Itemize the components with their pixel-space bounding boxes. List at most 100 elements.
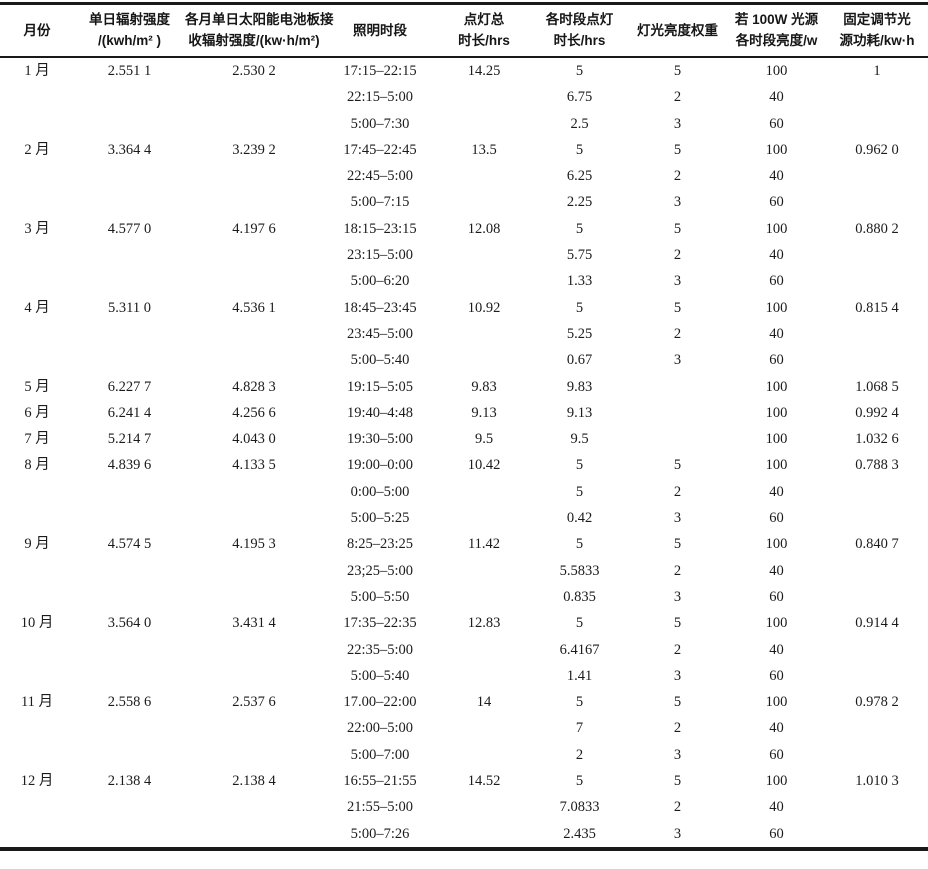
brightness-weight-cell: 3 xyxy=(673,194,682,211)
table-row: 5:00–5:40 0.67 3 60 xyxy=(0,347,928,373)
brightness-cell: 100 xyxy=(765,141,788,158)
table-row: 23:15–5:00 5.75 2 40 xyxy=(0,242,928,268)
table-row: 5:00–7:15 2.25 3 60 xyxy=(0,189,928,215)
period-duration-cell: 6.25 xyxy=(566,168,593,185)
panel-radiation-cell: 4.197 6 xyxy=(232,220,276,237)
table-row: 9 月 4.574 5 4.195 3 8:25–23:25 11.42 5 5 100 0.8… xyxy=(0,531,928,557)
period-duration-cell: 5.5833 xyxy=(559,562,600,579)
fixed-power-cell: 1.010 3 xyxy=(855,773,899,790)
daily-radiation-cell: 4.574 5 xyxy=(107,536,152,553)
lighting-period-cell: 5:00–7:30 xyxy=(350,115,410,132)
month-cell: 9 月 xyxy=(24,536,50,553)
table-row: 21:55–5:00 7.0833 2 40 xyxy=(0,794,928,820)
total-hours-cell: 10.92 xyxy=(467,299,501,316)
lighting-period-cell: 23;25–5:00 xyxy=(346,562,414,579)
fixed-power-cell: 0.992 4 xyxy=(855,404,899,421)
panel-radiation-cell: 2.530 2 xyxy=(232,63,276,79)
fixed-power-cell: 0.914 4 xyxy=(855,615,899,632)
period-duration-cell: 5 xyxy=(575,63,584,79)
fixed-power-cell: 0.840 7 xyxy=(855,536,899,553)
lighting-period-cell: 0:00–5:00 xyxy=(350,483,410,500)
period-duration-cell: 2.25 xyxy=(566,194,593,211)
brightness-weight-cell: 2 xyxy=(673,89,682,106)
column-header-line: 点灯总 xyxy=(463,12,505,27)
brightness-weight-cell: 5 xyxy=(673,63,682,79)
month-cell: 8 月 xyxy=(24,457,50,474)
period-duration-cell: 9.83 xyxy=(566,378,593,395)
period-duration-cell: 9.13 xyxy=(566,404,593,421)
month-cell: 12 月 xyxy=(20,773,54,790)
brightness-weight-cell: 3 xyxy=(673,588,682,605)
brightness-weight-cell xyxy=(628,400,727,426)
daily-radiation-cell: 3.564 0 xyxy=(107,615,152,632)
solar-lighting-table: 月份 单日辐射强度 /(kwh/m² ) 各月单日太阳能电池板接 收辐射强度/(kw·h… xyxy=(0,2,928,851)
panel-radiation-cell: 4.828 3 xyxy=(232,378,276,395)
panel-radiation-cell: 2.537 6 xyxy=(232,694,276,711)
total-hours-cell: 12.83 xyxy=(467,615,501,632)
brightness-weight-cell: 2 xyxy=(673,325,682,342)
fixed-power-cell: 0.880 2 xyxy=(855,220,899,237)
lighting-period-cell: 19:30–5:00 xyxy=(346,431,414,448)
brightness-cell: 40 xyxy=(769,799,784,816)
table-row: 5:00–5:50 0.835 3 60 xyxy=(0,584,928,610)
lighting-period-cell: 19:15–5:05 xyxy=(346,378,414,395)
brightness-weight-cell: 5 xyxy=(673,457,682,474)
column-header: 固定调节光源功耗/kw·h xyxy=(826,3,928,58)
period-duration-cell: 5 xyxy=(575,536,584,553)
period-duration-cell: 2.5 xyxy=(570,115,589,132)
brightness-weight-cell: 5 xyxy=(673,773,682,790)
table-row: 12 月 2.138 4 2.138 4 16:55–21:55 14.52 5 5 100 1… xyxy=(0,768,928,794)
month-cell: 4 月 xyxy=(24,299,50,316)
fixed-power-cell: 0.978 2 xyxy=(855,694,899,711)
lighting-period-cell: 5:00–7:15 xyxy=(350,194,410,211)
column-header-line: 照明时段 xyxy=(353,22,407,38)
brightness-cell: 100 xyxy=(765,457,788,474)
lighting-period-cell: 18:45–23:45 xyxy=(343,299,417,316)
table-header: 月份 单日辐射强度 /(kwh/m² ) 各月单日太阳能电池板接 收辐射强度/(kw·h… xyxy=(0,3,928,58)
total-hours-cell: 14.52 xyxy=(467,773,501,790)
total-hours-cell: 12.08 xyxy=(467,220,501,237)
daily-radiation-cell: 5.311 0 xyxy=(108,299,151,316)
table-row: 22:00–5:00 7 2 40 xyxy=(0,715,928,741)
daily-radiation-cell: 2.558 6 xyxy=(107,694,152,711)
period-duration-cell: 5 xyxy=(575,694,584,711)
daily-radiation-cell: 4.839 6 xyxy=(107,457,152,474)
column-header-line: 各时段点灯 xyxy=(545,12,614,27)
column-header-line: 源功耗/kw·h xyxy=(839,33,915,48)
daily-radiation-cell: 2.138 4 xyxy=(107,773,152,790)
table-row: 10 月 3.564 0 3.431 4 17:35–22:35 12.83 5 5 100 0… xyxy=(0,610,928,636)
period-duration-cell: 6.75 xyxy=(566,89,593,106)
total-hours-cell: 11.42 xyxy=(467,536,501,553)
brightness-cell: 40 xyxy=(769,325,784,342)
brightness-weight-cell: 2 xyxy=(673,799,682,816)
table-row: 5:00–7:00 2 3 60 xyxy=(0,742,928,768)
table-row: 5:00–6:20 1.33 3 60 xyxy=(0,268,928,294)
column-header: 点灯总 时长/hrs xyxy=(437,3,531,58)
panel-radiation-cell: 4.133 5 xyxy=(232,457,276,474)
table-body: 1 月 2.551 1 2.530 2 17:15–22:15 14.25 5 5 100 1 2… xyxy=(0,57,928,849)
month-cell: 10 月 xyxy=(20,615,54,632)
table-row: 5:00–7:26 2.435 3 60 xyxy=(0,821,928,849)
daily-radiation-cell: 3.364 4 xyxy=(107,141,152,158)
panel-radiation-cell: 2.138 4 xyxy=(232,773,276,790)
brightness-cell: 60 xyxy=(769,746,784,763)
brightness-weight-cell: 2 xyxy=(673,641,682,658)
table-row: 5:00–5:25 0.42 3 60 xyxy=(0,505,928,531)
brightness-cell: 100 xyxy=(765,63,788,79)
lighting-period-cell: 17:35–22:35 xyxy=(343,615,417,632)
brightness-weight-cell: 2 xyxy=(673,483,682,500)
column-header-line: 固定调节光 xyxy=(843,12,911,27)
lighting-period-cell: 19:40–4:48 xyxy=(346,404,414,421)
lighting-period-cell: 5:00–7:00 xyxy=(350,746,410,763)
brightness-weight-cell: 3 xyxy=(673,667,682,684)
fixed-power-cell: 0.962 0 xyxy=(855,141,899,158)
lighting-period-cell: 5:00–6:20 xyxy=(350,273,410,290)
column-header: 各时段点灯 时长/hrs xyxy=(531,3,628,58)
table-row: 3 月 4.577 0 4.197 6 18:15–23:15 12.08 5 5 100 0.… xyxy=(0,216,928,242)
brightness-cell: 40 xyxy=(769,168,784,185)
period-duration-cell: 5.25 xyxy=(566,325,593,342)
column-header-line: /(kwh/m² ) xyxy=(98,33,161,48)
lighting-period-cell: 5:00–5:40 xyxy=(350,352,410,369)
period-duration-cell: 0.42 xyxy=(566,510,593,527)
